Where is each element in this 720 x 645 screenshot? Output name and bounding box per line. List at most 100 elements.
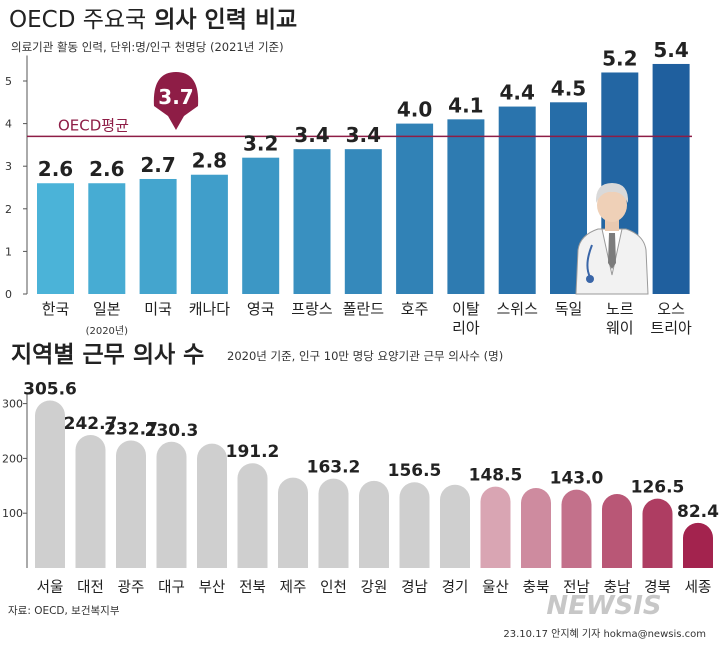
bar-충남 bbox=[602, 494, 632, 568]
chart2-title: 지역별 근무 의사 수 bbox=[11, 342, 204, 368]
chart1-reference-line: OECD평균 3.7 bbox=[27, 72, 692, 138]
doctor-illustration bbox=[575, 183, 649, 295]
category-label: 미국 bbox=[144, 300, 172, 318]
source-note: 자료: OECD, 보건복지부 bbox=[8, 605, 120, 617]
value-label: 4.4 bbox=[499, 81, 534, 105]
value-label: 2.6 bbox=[38, 157, 73, 181]
bar-미국 bbox=[139, 178, 177, 294]
category-label: 세종 bbox=[685, 579, 712, 596]
category-label: 폴란드 bbox=[343, 300, 385, 318]
category-label: 웨이 bbox=[606, 319, 634, 337]
bar-울산 bbox=[480, 486, 511, 568]
chart2-subtitle: 2020년 기준, 인구 10만 명당 요양기관 근무 의사수 (명) bbox=[227, 349, 503, 363]
y-tick-label: 3 bbox=[5, 160, 12, 173]
doctor-tie bbox=[608, 233, 616, 269]
category-label: 호주 bbox=[401, 300, 429, 318]
value-label: 2.8 bbox=[192, 149, 227, 173]
bar-오스트리아 bbox=[652, 63, 690, 295]
value-label: 3.4 bbox=[294, 123, 329, 147]
bar-인천 bbox=[318, 478, 349, 568]
value-label: 4.0 bbox=[397, 98, 432, 122]
y-tick-label: 2 bbox=[5, 203, 12, 216]
value-label: 163.2 bbox=[307, 458, 361, 478]
value-label: 82.4 bbox=[677, 502, 719, 522]
stethoscope-tube bbox=[586, 244, 593, 278]
category-label: 한국 bbox=[42, 300, 70, 318]
bar-영국 bbox=[242, 157, 280, 294]
chart1-labels: 2.6 한국 2.6 일본 (2020년) 2.7 미국 2.8 캐나다 3.2 영국 3.4 프랑스 3… bbox=[38, 38, 692, 337]
value-label: 242.7 bbox=[64, 414, 118, 434]
category-label: 경기 bbox=[442, 579, 469, 596]
y-tick-label: 0 bbox=[5, 288, 12, 301]
bar-대구 bbox=[156, 441, 187, 568]
category-label: 스위스 bbox=[496, 300, 538, 318]
value-label: 232.7 bbox=[104, 419, 158, 439]
value-label: 4.1 bbox=[448, 93, 483, 117]
newsis-logo: NEWSIS bbox=[546, 591, 661, 621]
category-label: 독일 bbox=[555, 300, 583, 318]
chart2-bars bbox=[35, 400, 713, 568]
oecd-average-label: OECD평균 bbox=[58, 116, 129, 134]
category-label: 캐나다 bbox=[189, 300, 231, 318]
bar-폴란드 bbox=[344, 149, 382, 294]
category-label: 서울 bbox=[37, 579, 64, 596]
category-label: 대구 bbox=[158, 579, 185, 596]
value-label: 305.6 bbox=[23, 380, 77, 400]
value-label: 191.2 bbox=[226, 442, 280, 462]
category-label: 경북 bbox=[644, 579, 671, 596]
category-label: 부산 bbox=[199, 579, 226, 596]
category-label: 전남 bbox=[563, 579, 590, 596]
oecd-average-value: 3.7 bbox=[158, 85, 193, 109]
bar-경남 bbox=[399, 482, 430, 568]
credit-line: 23.10.17 안지혜 기자 hokma@newsis.com bbox=[503, 628, 706, 640]
y-tick-label: 5 bbox=[5, 75, 12, 88]
bar-프랑스 bbox=[293, 149, 331, 294]
bar-세종 bbox=[683, 522, 713, 568]
category-label: 프랑스 bbox=[291, 300, 333, 318]
value-label: 4.5 bbox=[551, 76, 586, 100]
value-label: 3.2 bbox=[243, 132, 278, 156]
doctor-face bbox=[597, 188, 627, 222]
bar-경기 bbox=[440, 484, 470, 568]
y-tick-label: 1 bbox=[5, 245, 12, 258]
category-label: 울산 bbox=[482, 579, 509, 596]
value-label: 156.5 bbox=[388, 461, 442, 481]
bar-서울 bbox=[35, 400, 65, 568]
value-label: 3.4 bbox=[346, 123, 381, 147]
value-label: 2.6 bbox=[89, 157, 124, 181]
bar-전북 bbox=[237, 463, 268, 568]
category-label: 광주 bbox=[118, 579, 145, 596]
category-label: 전북 bbox=[239, 579, 266, 596]
category-label: 충남 bbox=[604, 579, 631, 596]
category-label: 트리아 bbox=[650, 319, 692, 337]
value-label: 5.2 bbox=[602, 46, 637, 70]
chart1-title: OECD 주요국 의사 인력 비교 bbox=[9, 7, 297, 33]
category-label: 오스 bbox=[657, 300, 685, 318]
value-label: 2.7 bbox=[140, 153, 175, 177]
bar-강원 bbox=[359, 480, 389, 568]
bar-대전 bbox=[75, 435, 106, 568]
category-label: 노르 bbox=[606, 300, 634, 318]
value-label: 230.3 bbox=[145, 421, 199, 441]
category-label: 충북 bbox=[523, 579, 550, 596]
value-label: 143.0 bbox=[550, 469, 604, 489]
bar-충북 bbox=[521, 487, 551, 568]
value-label: 5.4 bbox=[653, 38, 688, 62]
category-label: 영국 bbox=[247, 300, 275, 318]
chart2-labels: 305.6 서울 242.7 대전 232.7 광주 230.3 대구 부산 191.2 전북 제주 1… bbox=[23, 380, 719, 596]
chart1-subtitle: 의료기관 활동 인력, 단위:명/인구 천명당 (2021년 기준) bbox=[11, 40, 284, 54]
chart1-y-axis: 0 1 2 3 4 5 bbox=[5, 55, 28, 301]
bar-한국 bbox=[37, 183, 74, 294]
chart2-y-axis: 100 200 300 bbox=[2, 393, 28, 568]
bar-이탈리아 bbox=[447, 119, 485, 294]
y-tick-label: 100 bbox=[2, 507, 23, 520]
category-note: (2020년) bbox=[86, 325, 129, 337]
y-tick-label: 4 bbox=[5, 118, 12, 131]
category-label: 경남 bbox=[401, 579, 428, 596]
bar-일본 bbox=[88, 183, 126, 294]
y-tick-label: 200 bbox=[2, 452, 23, 465]
bar-부산 bbox=[197, 443, 227, 568]
value-label: 126.5 bbox=[631, 478, 685, 498]
oecd-average-bubble bbox=[153, 72, 199, 130]
